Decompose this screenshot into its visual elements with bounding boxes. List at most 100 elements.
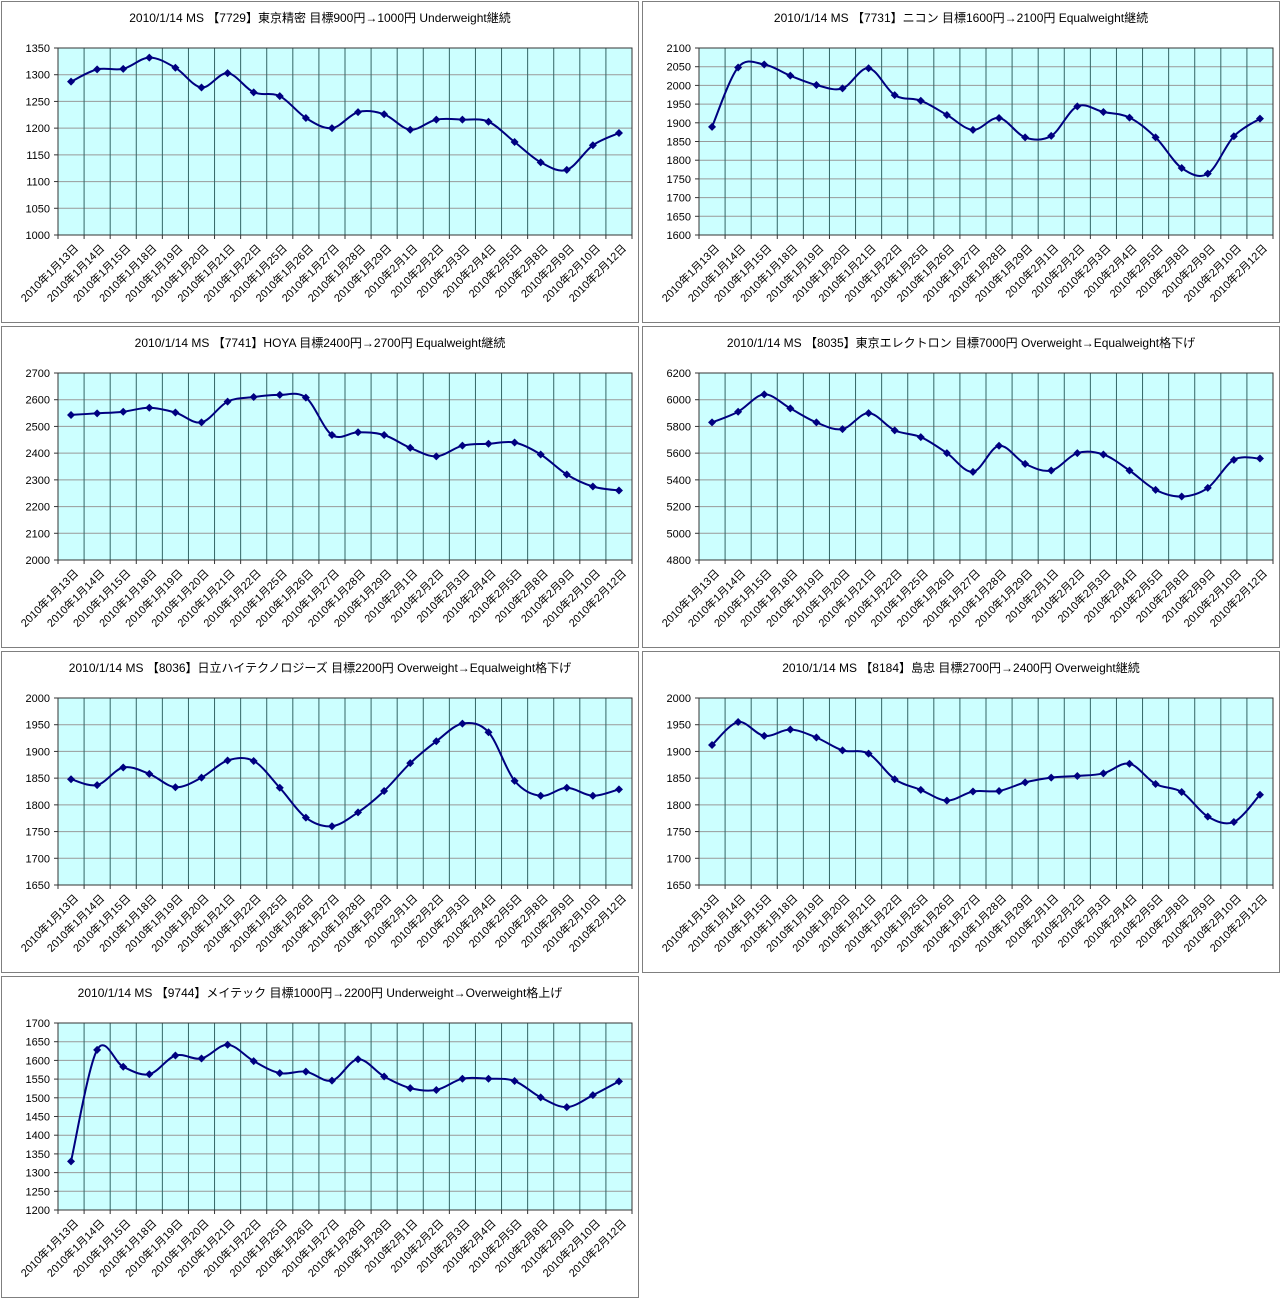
plot-border xyxy=(698,372,1274,561)
series-markers xyxy=(708,390,1264,501)
chart-panel-7729: 2010/1/14 MS 【7729】東京精密 目標900円→1000円 Und… xyxy=(1,1,639,323)
series-line xyxy=(70,1043,620,1163)
svg-text:1900: 1900 xyxy=(26,746,50,758)
series-line xyxy=(711,60,1261,177)
svg-text:1900: 1900 xyxy=(667,746,691,758)
svg-text:1450: 1450 xyxy=(26,1112,50,1124)
svg-text:1200: 1200 xyxy=(26,1205,50,1217)
series-line xyxy=(711,393,1261,498)
svg-text:2050: 2050 xyxy=(667,62,691,74)
svg-text:1650: 1650 xyxy=(667,880,691,892)
svg-text:1850: 1850 xyxy=(667,773,691,785)
svg-text:1800: 1800 xyxy=(26,800,50,812)
svg-text:1350: 1350 xyxy=(26,43,50,55)
series-line xyxy=(711,720,1261,825)
chart-plot: 1200 1250 1300 1350 1400 1450 1500 1550 1600 1650… xyxy=(18,1018,633,1280)
chart-plot: 1650 1700 1750 1800 1850 1900 1950 2000 2010年1月1… xyxy=(18,693,633,955)
svg-text:2000: 2000 xyxy=(26,693,50,705)
y-axis-labels: 4800 5000 5200 5400 5600 5800 6000 6200 xyxy=(667,368,691,567)
svg-text:2400: 2400 xyxy=(26,448,50,460)
chart-title: 2010/1/14 MS 【7731】ニコン 目標1600円→2100円 Equ… xyxy=(773,11,1149,25)
chart-plot: 2000 2100 2200 2300 2400 2500 2600 2700 2010年1月1… xyxy=(18,368,633,630)
chart-title: 2010/1/14 MS 【8036】日立ハイテクノロジーズ 目標2200円 O… xyxy=(68,661,572,675)
series-markers xyxy=(708,718,1264,826)
svg-text:1650: 1650 xyxy=(667,211,691,223)
y-axis-labels: 2000 2100 2200 2300 2400 2500 2600 2700 xyxy=(26,368,50,567)
plot-border xyxy=(57,372,633,561)
svg-text:2000: 2000 xyxy=(667,693,691,705)
series-line xyxy=(70,56,620,172)
svg-text:2700: 2700 xyxy=(26,368,50,380)
chart-title: 2010/1/14 MS 【7741】HOYA 目標2400円→2700円 Eq… xyxy=(134,336,506,350)
chart-panel-8035: 2010/1/14 MS 【8035】東京エレクトロン 目標7000円 Over… xyxy=(642,326,1280,648)
plot-border xyxy=(57,697,633,886)
series-line xyxy=(70,721,620,828)
svg-text:2200: 2200 xyxy=(26,502,50,514)
chart-panel-7731: 2010/1/14 MS 【7731】ニコン 目標1600円→2100円 Equ… xyxy=(642,1,1280,323)
y-axis-labels: 1650 1700 1750 1800 1850 1900 1950 2000 xyxy=(26,693,50,892)
series-line xyxy=(70,392,620,492)
svg-text:1500: 1500 xyxy=(26,1093,50,1105)
svg-text:1250: 1250 xyxy=(26,1186,50,1198)
svg-text:1250: 1250 xyxy=(26,96,50,108)
svg-text:5400: 5400 xyxy=(667,475,691,487)
x-axis-labels: 2010年1月13日2010年1月14日2010年1月15日2010年1月18日… xyxy=(18,891,629,955)
svg-text:5200: 5200 xyxy=(667,502,691,514)
svg-text:2000: 2000 xyxy=(667,80,691,92)
chart-panel-8036: 2010/1/14 MS 【8036】日立ハイテクノロジーズ 目標2200円 O… xyxy=(1,651,639,973)
svg-text:1750: 1750 xyxy=(667,174,691,186)
svg-text:1300: 1300 xyxy=(26,1168,50,1180)
chart-title: 2010/1/14 MS 【9744】メイテック 目標1000円→2200円 U… xyxy=(77,986,563,1000)
svg-text:1900: 1900 xyxy=(667,118,691,130)
svg-text:1150: 1150 xyxy=(26,150,50,162)
svg-text:2100: 2100 xyxy=(667,43,691,55)
chart-plot: 1000 1050 1100 1150 1200 1250 1300 1350 2010年1月1… xyxy=(18,43,633,305)
svg-text:6000: 6000 xyxy=(667,395,691,407)
x-axis-labels: 2010年1月13日2010年1月14日2010年1月15日2010年1月18日… xyxy=(659,891,1270,955)
plot-border xyxy=(698,697,1274,886)
svg-text:5000: 5000 xyxy=(667,528,691,540)
vertical-gridlines xyxy=(57,48,633,239)
svg-text:1600: 1600 xyxy=(667,230,691,242)
svg-text:1950: 1950 xyxy=(667,720,691,732)
svg-text:1750: 1750 xyxy=(667,827,691,839)
svg-text:1550: 1550 xyxy=(26,1074,50,1086)
chart-plot: 1600 1650 1700 1750 1800 1850 1900 1950 2000 2050… xyxy=(659,43,1274,305)
svg-text:1700: 1700 xyxy=(667,853,691,865)
y-axis-labels: 1650 1700 1750 1800 1850 1900 1950 2000 xyxy=(667,693,691,892)
svg-text:1300: 1300 xyxy=(26,70,50,82)
svg-text:1850: 1850 xyxy=(26,773,50,785)
svg-text:1650: 1650 xyxy=(26,1037,50,1049)
y-axis-labels: 1000 1050 1100 1150 1200 1250 1300 1350 xyxy=(26,43,50,242)
svg-text:5600: 5600 xyxy=(667,448,691,460)
svg-text:1600: 1600 xyxy=(26,1055,50,1067)
x-axis-labels: 2010年1月13日2010年1月14日2010年1月15日2010年1月18日… xyxy=(18,241,629,305)
plot-border xyxy=(57,47,633,236)
svg-text:1000: 1000 xyxy=(26,230,50,242)
series-markers xyxy=(67,719,623,831)
x-axis-labels: 2010年1月13日2010年1月14日2010年1月15日2010年1月18日… xyxy=(659,566,1270,630)
series-markers xyxy=(67,53,623,174)
svg-text:1400: 1400 xyxy=(26,1130,50,1142)
chart-plot: 4800 5000 5200 5400 5600 5800 6000 6200 2010年1月1… xyxy=(659,368,1274,630)
svg-text:6200: 6200 xyxy=(667,368,691,380)
svg-text:1800: 1800 xyxy=(667,800,691,812)
svg-text:4800: 4800 xyxy=(667,555,691,567)
svg-text:2000: 2000 xyxy=(26,555,50,567)
chart-title: 2010/1/14 MS 【8184】島忠 目標2700円→2400円 Over… xyxy=(782,661,1140,675)
plot-border xyxy=(698,47,1274,236)
svg-text:2300: 2300 xyxy=(26,475,50,487)
series-markers xyxy=(67,390,623,495)
chart-plot: 1650 1700 1750 1800 1850 1900 1950 2000 2010年1月1… xyxy=(659,693,1274,955)
y-axis-labels: 1200 1250 1300 1350 1400 1450 1500 1550 1600 1650… xyxy=(26,1018,50,1217)
chart-panel-7741: 2010/1/14 MS 【7741】HOYA 目標2400円→2700円 Eq… xyxy=(1,326,639,648)
svg-text:2500: 2500 xyxy=(26,421,50,433)
svg-text:1200: 1200 xyxy=(26,123,50,135)
svg-text:1950: 1950 xyxy=(26,720,50,732)
svg-text:1650: 1650 xyxy=(26,880,50,892)
svg-text:5800: 5800 xyxy=(667,421,691,433)
svg-text:2100: 2100 xyxy=(26,528,50,540)
svg-text:1750: 1750 xyxy=(26,827,50,839)
x-axis-labels: 2010年1月13日2010年1月14日2010年1月15日2010年1月18日… xyxy=(18,1216,629,1280)
